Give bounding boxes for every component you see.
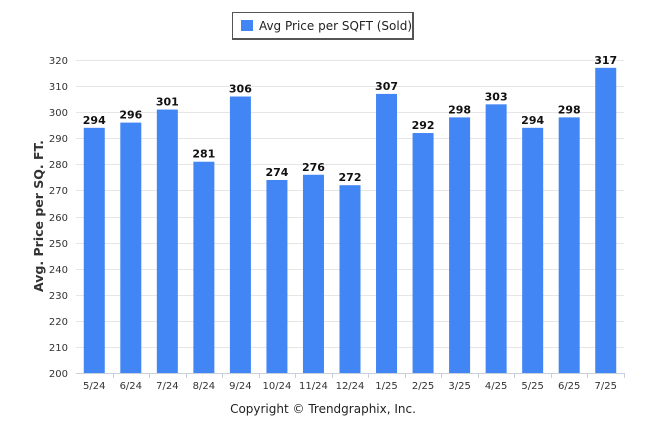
bar-8-24 xyxy=(193,161,215,373)
data-label: 292 xyxy=(412,119,435,132)
data-label: 274 xyxy=(265,166,288,179)
y-tick-label: 290 xyxy=(49,134,68,145)
bar-4-25 xyxy=(485,104,507,373)
legend-label: Avg Price per SQFT (Sold) xyxy=(258,18,412,33)
bar-12-24 xyxy=(339,185,361,373)
bar-1-25 xyxy=(376,93,398,374)
x-tick-label: 6/25 xyxy=(558,381,580,392)
data-label: 296 xyxy=(119,109,142,122)
x-tick-label: 6/24 xyxy=(120,381,142,392)
y-tick-label: 260 xyxy=(49,213,68,224)
legend-swatch xyxy=(241,20,253,31)
x-tick-label: 12/24 xyxy=(336,381,365,392)
y-tick-label: 220 xyxy=(49,317,68,328)
bar-11-24 xyxy=(302,174,324,373)
data-label: 276 xyxy=(302,161,325,174)
data-label: 298 xyxy=(448,103,471,116)
x-tick-label: 3/25 xyxy=(448,381,470,392)
x-tick-label: 8/24 xyxy=(193,381,215,392)
data-label: 294 xyxy=(83,114,106,127)
y-tick-label: 310 xyxy=(49,82,68,93)
bar-10-24 xyxy=(266,179,288,373)
x-tick-label: 7/24 xyxy=(156,381,178,392)
axes xyxy=(76,373,625,378)
bar-9-24 xyxy=(229,96,251,374)
y-tick-label: 240 xyxy=(49,265,68,276)
x-tick-label: 1/25 xyxy=(375,381,397,392)
y-tick-label: 250 xyxy=(49,239,68,250)
y-axis-label: Avg. Price per SQ. FT. xyxy=(31,140,46,292)
y-tick-label: 270 xyxy=(49,186,68,197)
bar-3-25 xyxy=(449,117,471,373)
bar-6-24 xyxy=(120,122,142,373)
x-tick-label: 7/25 xyxy=(594,381,616,392)
bar-2-25 xyxy=(412,133,434,373)
x-tick-label: 11/24 xyxy=(299,381,328,392)
y-tick-label: 200 xyxy=(49,369,68,380)
x-tick-label: 10/24 xyxy=(263,381,292,392)
copyright-text: Copyright © Trendgraphix, Inc. xyxy=(230,402,416,416)
data-labels: 294 296 301 281 306 274 276 272 307 292 298 303 294 2… xyxy=(83,54,617,184)
x-tick-label: 5/24 xyxy=(83,381,105,392)
x-tick-label: 4/25 xyxy=(485,381,507,392)
y-tick-label: 230 xyxy=(49,291,68,302)
data-label: 306 xyxy=(229,83,252,96)
data-label: 307 xyxy=(375,80,398,93)
bar-5-24 xyxy=(83,127,105,373)
tick-labels: 200 210 220 230 240 250 260 270 280 290 300 310 320 5… xyxy=(49,56,617,392)
data-label: 281 xyxy=(192,148,215,161)
data-label: 301 xyxy=(156,96,179,109)
bars xyxy=(83,67,617,374)
data-label: 272 xyxy=(339,171,362,184)
y-tick-label: 280 xyxy=(49,160,68,171)
y-tick-label: 210 xyxy=(49,343,68,354)
x-tick-label: 5/25 xyxy=(521,381,543,392)
data-label: 294 xyxy=(521,114,544,127)
data-label: 298 xyxy=(558,103,581,116)
y-tick-label: 300 xyxy=(49,108,68,119)
x-tick-label: 2/25 xyxy=(412,381,434,392)
x-tick-label: 9/24 xyxy=(229,381,251,392)
bar-6-25 xyxy=(558,117,580,373)
bar-7-24 xyxy=(156,109,178,373)
data-label: 303 xyxy=(485,90,508,103)
data-label: 317 xyxy=(594,54,617,67)
y-tick-label: 320 xyxy=(49,56,68,67)
legend: Avg Price per SQFT (Sold) xyxy=(232,12,414,40)
bar-7-25 xyxy=(595,67,617,373)
bar-5-25 xyxy=(522,127,544,373)
